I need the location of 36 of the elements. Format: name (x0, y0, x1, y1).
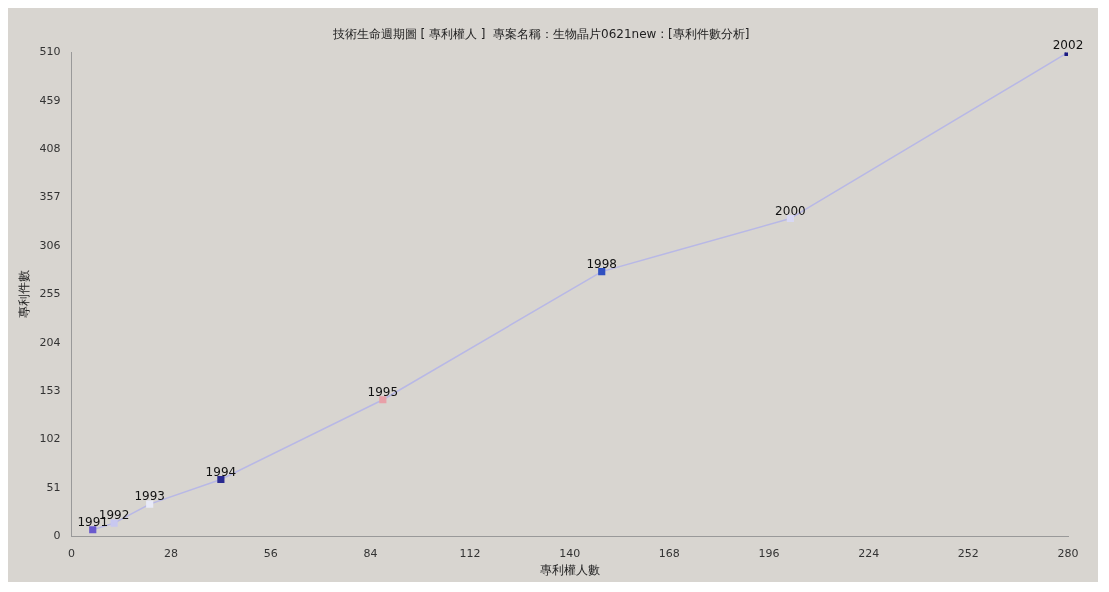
annotation: 1993 (134, 489, 165, 504)
x-tick-label: 0 (67, 546, 75, 560)
y-tick-label: 102 (39, 432, 61, 446)
annotation: 2000 (775, 203, 806, 218)
y-tick-label: 510 (39, 45, 61, 59)
y-tick-label: 357 (39, 190, 61, 204)
point (146, 500, 154, 508)
x-tick-label: 84 (363, 546, 378, 560)
annotation: 2002 (1052, 37, 1084, 52)
annotation: 1998 (586, 256, 617, 271)
x-tick-label: 140 (559, 546, 581, 560)
y-tick-label: 153 (39, 384, 61, 398)
y-tick-label: 204 (39, 335, 61, 349)
point (89, 526, 97, 534)
point (110, 519, 118, 527)
y-tick-label: 255 (39, 287, 61, 301)
x-tick-label: 56 (263, 546, 278, 560)
annotation: 1995 (367, 384, 399, 399)
point (379, 396, 387, 404)
x-tick-label: 252 (957, 546, 979, 560)
x-axis-title: 專利權人數 (539, 562, 600, 577)
annotation: 1994 (205, 464, 237, 479)
x-tick-label: 168 (658, 546, 680, 560)
y-tick-label: 408 (39, 142, 61, 156)
y-axis-title: 專利件數 (17, 270, 32, 319)
x-tick-label: 280 (1057, 546, 1079, 560)
y-tick-label: 0 (53, 529, 61, 543)
point (598, 268, 606, 276)
y-tick-label: 51 (46, 480, 61, 494)
y-tick-label: 459 (39, 93, 61, 107)
x-tick-label: 224 (858, 546, 880, 560)
x-tick-label: 196 (758, 546, 780, 560)
y-tick-label: 306 (39, 238, 61, 252)
x-tick-label: 112 (459, 546, 481, 560)
x-tick-label: 28 (164, 546, 179, 560)
chart-title: 技術生命週期圖 [ 專利權人 ] 專案名稱：生物晶片0621new : [專利件數分析] (331, 27, 750, 42)
